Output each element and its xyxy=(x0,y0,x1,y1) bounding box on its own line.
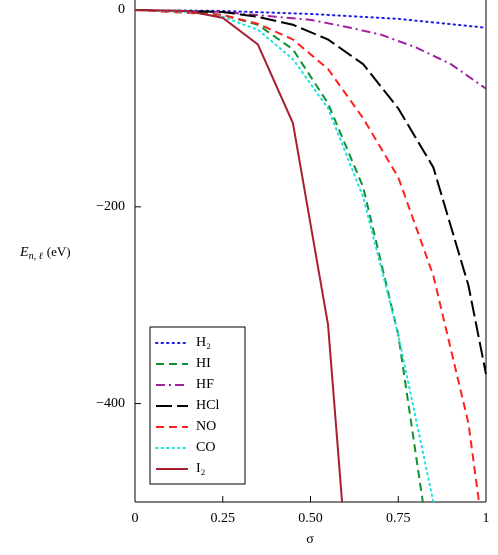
y-tick-label: 0 xyxy=(118,2,125,17)
legend-label: HI xyxy=(196,356,211,371)
y-label-unit: (eV) xyxy=(47,244,71,259)
y-label-symbol: E xyxy=(19,245,29,260)
legend-label: HF xyxy=(196,377,214,392)
y-tick-label: −200 xyxy=(96,199,125,214)
x-tick-label: 0.50 xyxy=(298,511,323,526)
x-tick-label: 0.25 xyxy=(211,511,236,526)
series-line xyxy=(135,9,435,502)
x-tick-label: 0.75 xyxy=(386,511,411,526)
x-tick-label: 1 xyxy=(483,511,490,526)
legend-label: NO xyxy=(196,419,216,434)
legend-label: I₂ xyxy=(196,461,206,476)
series-line xyxy=(135,9,487,90)
series-line xyxy=(135,9,480,502)
legend-label: H₂ xyxy=(196,335,211,350)
y-label-subscript: n, ℓ xyxy=(29,251,43,262)
x-label: σ xyxy=(306,532,314,547)
y-label: En, ℓ (eV) xyxy=(19,244,71,262)
legend-label: HCl xyxy=(196,398,219,413)
series-line xyxy=(135,9,487,375)
y-tick-label: −400 xyxy=(96,396,125,411)
series-line xyxy=(135,9,487,29)
x-tick-label: 0 xyxy=(132,511,139,526)
legend-label: CO xyxy=(196,440,215,455)
series-line xyxy=(135,9,344,502)
